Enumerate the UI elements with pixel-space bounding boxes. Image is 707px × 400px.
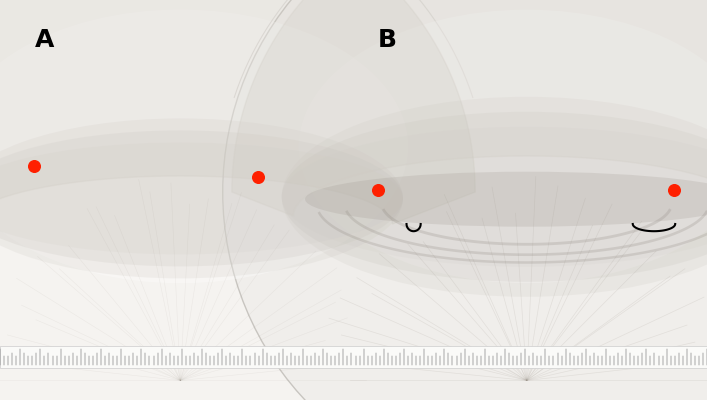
Ellipse shape bbox=[223, 0, 707, 400]
Point bbox=[668, 187, 679, 193]
FancyBboxPatch shape bbox=[0, 0, 707, 368]
FancyBboxPatch shape bbox=[0, 346, 707, 368]
Ellipse shape bbox=[0, 130, 403, 266]
Point bbox=[28, 163, 40, 169]
Ellipse shape bbox=[0, 0, 484, 400]
Ellipse shape bbox=[0, 142, 403, 254]
Text: B: B bbox=[378, 28, 397, 52]
Polygon shape bbox=[0, 0, 475, 224]
Point bbox=[252, 174, 264, 180]
Point bbox=[373, 187, 384, 193]
Ellipse shape bbox=[281, 97, 707, 297]
Text: A: A bbox=[35, 28, 54, 52]
Ellipse shape bbox=[281, 127, 707, 267]
Polygon shape bbox=[232, 0, 707, 216]
Ellipse shape bbox=[0, 10, 408, 283]
Ellipse shape bbox=[0, 0, 493, 400]
Ellipse shape bbox=[281, 112, 707, 282]
Ellipse shape bbox=[0, 118, 403, 278]
Ellipse shape bbox=[214, 0, 707, 400]
Ellipse shape bbox=[298, 10, 707, 283]
Ellipse shape bbox=[305, 172, 707, 227]
